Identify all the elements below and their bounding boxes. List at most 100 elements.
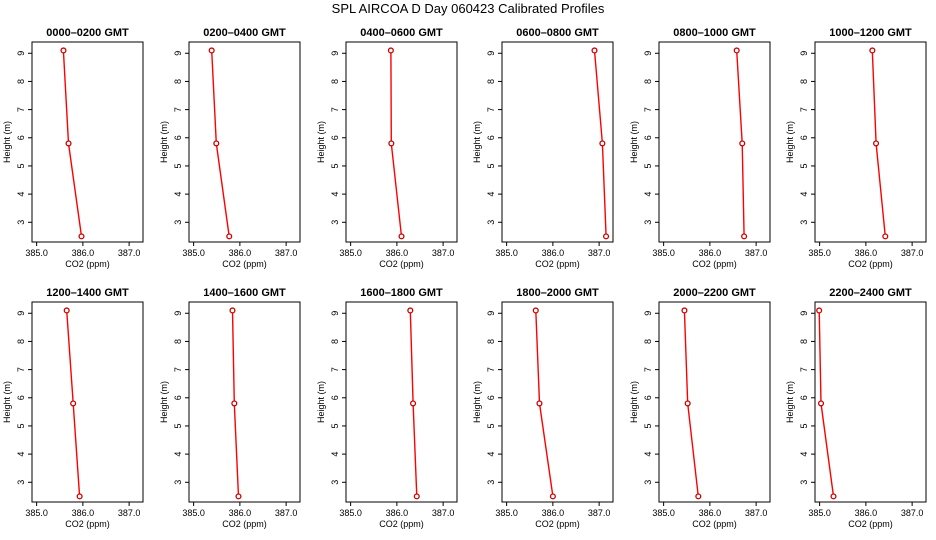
panel-7: 1200–1400 GMT 385.0 386.0 387.0 CO2 (ppm) 3 4 5…: [2, 287, 144, 529]
data-point: [817, 400, 825, 407]
y-tick-label: 4: [486, 192, 496, 197]
x-tick-label: 385.0: [495, 248, 518, 258]
y-tick-label: 9: [799, 311, 809, 316]
x-tick-label: 387.0: [745, 248, 768, 258]
y-tick-label: 6: [643, 395, 653, 400]
y-tick-label: 3: [330, 220, 340, 225]
x-tick-label: 386.0: [855, 248, 878, 258]
panel-title: 0800–1000 GMT: [673, 27, 756, 39]
data-point: [591, 47, 598, 54]
y-tick-label: 6: [173, 395, 183, 400]
plot-frame: [658, 41, 771, 243]
y-tick-label: 4: [16, 452, 26, 457]
y-tick-label: 9: [486, 51, 496, 56]
x-tick-label: 385.0: [25, 508, 48, 518]
y-tick-label: 9: [330, 311, 340, 316]
data-point: [695, 493, 702, 500]
y-tick-label: 9: [16, 311, 26, 316]
panel-10: 1800–2000 GMT 385.0 386.0 387.0 CO2 (ppm) 3 4 5…: [472, 287, 614, 529]
x-tick-label: 385.0: [182, 508, 205, 518]
plot-frame: [814, 41, 927, 243]
data-point: [76, 493, 83, 500]
plot-frame: [345, 41, 458, 243]
plot-frame: [31, 41, 144, 243]
y-tick-label: 8: [16, 79, 26, 84]
y-tick-label: 6: [330, 395, 340, 400]
y-tick-label: 5: [486, 423, 496, 428]
y-tick-label: 9: [486, 311, 496, 316]
y-tick-label: 4: [173, 452, 183, 457]
y-tick-label: 9: [173, 311, 183, 316]
x-axis-label: CO2 (ppm): [692, 259, 737, 269]
y-tick-label: 8: [643, 339, 653, 344]
y-tick-label: 8: [486, 79, 496, 84]
y-tick-label: 5: [330, 423, 340, 428]
x-tick-label: 386.0: [229, 508, 252, 518]
data-point: [599, 140, 606, 147]
y-tick-label: 3: [486, 220, 496, 225]
data-point: [65, 140, 72, 147]
y-tick-label: 8: [173, 79, 183, 84]
data-point: [387, 47, 394, 54]
data-point: [70, 400, 77, 407]
y-tick-label: 3: [330, 480, 340, 485]
y-tick-label: 6: [330, 135, 340, 140]
x-axis-label: CO2 (ppm): [65, 259, 110, 269]
x-tick-label: 387.0: [118, 508, 141, 518]
panel-title: 1200–1400 GMT: [46, 287, 129, 299]
y-tick-label: 7: [330, 107, 340, 112]
x-tick-label: 387.0: [432, 248, 455, 258]
y-tick-label: 5: [643, 423, 653, 428]
panel-title: 2200–2400 GMT: [829, 287, 912, 299]
data-point: [231, 400, 238, 407]
y-axis-label: Height (m): [316, 381, 326, 423]
x-tick-label: 387.0: [745, 508, 768, 518]
x-tick-label: 385.0: [25, 248, 48, 258]
panel-title: 0600–0800 GMT: [516, 27, 599, 39]
data-point: [398, 233, 405, 240]
data-point: [741, 233, 748, 240]
x-tick-label: 385.0: [808, 248, 831, 258]
y-tick-label: 5: [486, 163, 496, 168]
data-point: [413, 493, 420, 500]
data-point: [532, 307, 539, 314]
data-point: [816, 307, 823, 314]
plot-frame: [814, 301, 927, 503]
y-tick-label: 6: [486, 395, 496, 400]
panel-title: 0200–0400 GMT: [203, 27, 286, 39]
data-point: [63, 307, 70, 314]
data-point: [60, 47, 67, 54]
panel-title: 1800–2000 GMT: [516, 287, 599, 299]
y-tick-label: 7: [643, 367, 653, 372]
data-point: [549, 493, 556, 500]
y-tick-label: 8: [799, 79, 809, 84]
data-point: [536, 400, 543, 407]
data-point: [213, 140, 220, 147]
y-tick-label: 7: [486, 107, 496, 112]
y-tick-label: 8: [330, 79, 340, 84]
y-tick-label: 5: [173, 423, 183, 428]
x-tick-label: 386.0: [229, 248, 252, 258]
x-axis-label: CO2 (ppm): [379, 259, 424, 269]
y-tick-label: 7: [799, 107, 809, 112]
y-tick-label: 9: [643, 51, 653, 56]
x-tick-label: 387.0: [432, 508, 455, 518]
x-tick-label: 385.0: [339, 508, 362, 518]
y-tick-label: 8: [643, 79, 653, 84]
x-axis-label: CO2 (ppm): [222, 259, 267, 269]
y-tick-label: 4: [16, 192, 26, 197]
y-tick-label: 7: [173, 367, 183, 372]
data-point: [226, 233, 233, 240]
y-tick-label: 6: [16, 135, 26, 140]
x-axis-label: CO2 (ppm): [535, 519, 580, 529]
y-tick-label: 3: [173, 480, 183, 485]
y-tick-label: 5: [330, 163, 340, 168]
x-tick-label: 387.0: [275, 508, 298, 518]
y-tick-label: 6: [16, 395, 26, 400]
x-tick-label: 387.0: [588, 508, 611, 518]
y-tick-label: 4: [330, 192, 340, 197]
x-tick-label: 385.0: [182, 248, 205, 258]
y-tick-label: 3: [16, 220, 26, 225]
x-axis-label: CO2 (ppm): [692, 519, 737, 529]
y-tick-label: 4: [799, 452, 809, 457]
